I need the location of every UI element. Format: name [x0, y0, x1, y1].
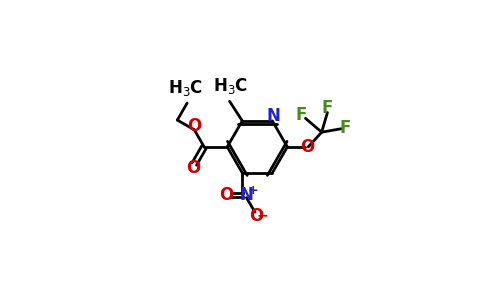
Text: H$_3$C: H$_3$C — [168, 78, 204, 98]
Text: N: N — [240, 186, 254, 204]
Text: +: + — [248, 184, 258, 197]
Text: O: O — [219, 186, 233, 204]
Text: H$_3$C: H$_3$C — [213, 76, 248, 96]
Text: O: O — [187, 117, 201, 135]
Text: −: − — [257, 208, 268, 223]
Text: N: N — [266, 107, 280, 125]
Text: O: O — [186, 159, 200, 177]
Text: F: F — [296, 106, 307, 124]
Text: F: F — [322, 99, 333, 117]
Text: O: O — [300, 138, 314, 156]
Text: O: O — [249, 207, 263, 225]
Text: F: F — [340, 118, 351, 136]
